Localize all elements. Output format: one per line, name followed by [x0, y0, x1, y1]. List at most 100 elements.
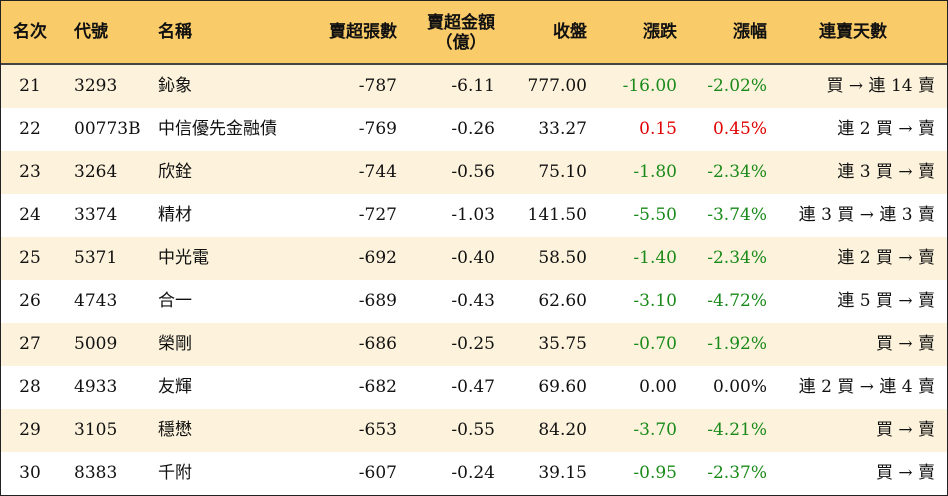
net-sell-lots-cell: -727	[358, 205, 397, 225]
close-cell: 39.15	[538, 463, 587, 483]
change-pct-cell: -4.21%	[707, 420, 767, 440]
header-name: 名稱	[158, 22, 192, 42]
code-cell: 3105	[74, 420, 118, 440]
rank-cell: 28	[19, 377, 41, 397]
streak-cell: 連 2 買 → 賣	[837, 248, 935, 268]
close-cell: 141.50	[527, 205, 587, 225]
name-cell: 中信優先金融債	[158, 119, 277, 139]
net-sell-amount-cell: -1.03	[451, 205, 495, 225]
code-cell: 3264	[74, 162, 118, 182]
change-pct-cell: -2.02%	[707, 76, 767, 96]
code-cell: 3293	[74, 76, 118, 96]
table-header: 名次 代號 名稱 賣超張數 賣超金額 （億） 收盤 漲跌 漲幅 連賣天數	[1, 1, 947, 65]
table-row[interactable]: 21 3293 鈊象 -787 -6.11 777.00 -16.00 -2.02% 買 → 連…	[1, 65, 947, 108]
net-sell-lots-cell: -744	[358, 162, 397, 182]
net-sell-lots-cell: -692	[358, 248, 397, 268]
close-cell: 75.10	[538, 162, 587, 182]
net-sell-lots-cell: -686	[358, 334, 397, 354]
name-cell: 穩懋	[158, 420, 192, 440]
table-row[interactable]: 28 4933 友輝 -682 -0.47 69.60 0.00 0.00% 連 2 買 → 連…	[1, 366, 947, 409]
table-row[interactable]: 23 3264 欣銓 -744 -0.56 75.10 -1.80 -2.34% 連 3 買 →…	[1, 151, 947, 194]
table-row[interactable]: 25 5371 中光電 -692 -0.40 58.50 -1.40 -2.34% 連 2 買 …	[1, 237, 947, 280]
close-cell: 777.00	[527, 76, 587, 96]
table-row[interactable]: 30 8383 千附 -607 -0.24 39.15 -0.95 -2.37% 買 → 賣	[1, 452, 947, 495]
name-cell: 中光電	[158, 248, 209, 268]
header-rank: 名次	[13, 22, 47, 42]
change-pct-cell: -3.74%	[707, 205, 767, 225]
net-sell-amount-cell: -0.55	[451, 420, 495, 440]
table-row[interactable]: 22 00773B 中信優先金融債 -769 -0.26 33.27 0.15 0.45% 連 …	[1, 108, 947, 151]
change-cell: -0.95	[633, 463, 677, 483]
code-cell: 4933	[74, 377, 118, 397]
change-cell: -0.70	[633, 334, 677, 354]
close-cell: 35.75	[538, 334, 587, 354]
rank-cell: 26	[19, 291, 41, 311]
streak-cell: 買 → 賣	[875, 420, 935, 440]
change-pct-cell: -2.37%	[707, 463, 767, 483]
net-sell-amount-cell: -6.11	[451, 76, 495, 96]
close-cell: 62.60	[538, 291, 587, 311]
net-sell-lots-cell: -607	[358, 463, 397, 483]
name-cell: 欣銓	[158, 162, 192, 182]
net-sell-lots-cell: -787	[358, 76, 397, 96]
rank-cell: 29	[19, 420, 41, 440]
table-row[interactable]: 26 4743 合一 -689 -0.43 62.60 -3.10 -4.72% 連 5 買 →…	[1, 280, 947, 323]
close-cell: 58.50	[538, 248, 587, 268]
change-cell: -1.40	[633, 248, 677, 268]
streak-cell: 買 → 連 14 賣	[826, 76, 936, 96]
change-cell: -1.80	[633, 162, 677, 182]
change-pct-cell: -2.34%	[707, 248, 767, 268]
rank-cell: 25	[19, 248, 41, 268]
change-cell: -5.50	[633, 205, 677, 225]
header-change-pct: 漲幅	[733, 22, 767, 42]
close-cell: 84.20	[538, 420, 587, 440]
net-sell-amount-cell: -0.47	[451, 377, 495, 397]
net-sell-lots-cell: -769	[358, 119, 397, 139]
header-streak: 連賣天數	[819, 22, 887, 42]
code-cell: 5371	[74, 248, 118, 268]
net-sell-amount-cell: -0.25	[451, 334, 495, 354]
name-cell: 精材	[158, 205, 192, 225]
streak-cell: 連 3 買 → 連 3 賣	[798, 205, 935, 225]
code-cell: 8383	[74, 463, 118, 483]
net-sell-lots-cell: -653	[358, 420, 397, 440]
change-pct-cell: 0.00%	[712, 377, 767, 397]
header-change: 漲跌	[643, 22, 677, 42]
name-cell: 鈊象	[158, 76, 192, 96]
net-sell-amount-cell: -0.24	[451, 463, 495, 483]
streak-cell: 連 3 買 → 賣	[837, 162, 935, 182]
name-cell: 榮剛	[158, 334, 192, 354]
change-cell: -3.70	[633, 420, 677, 440]
change-cell: 0.15	[639, 119, 677, 139]
net-sell-amount-cell: -0.56	[451, 162, 495, 182]
streak-cell: 連 5 買 → 賣	[837, 291, 935, 311]
rank-cell: 23	[19, 162, 41, 182]
table-row[interactable]: 27 5009 榮剛 -686 -0.25 35.75 -0.70 -1.92% 買 → 賣	[1, 323, 947, 366]
net-sell-lots-cell: -689	[358, 291, 397, 311]
net-sell-lots-cell: -682	[358, 377, 397, 397]
rank-cell: 30	[19, 463, 41, 483]
header-code: 代號	[74, 22, 108, 42]
net-sell-amount-cell: -0.43	[451, 291, 495, 311]
code-cell: 4743	[74, 291, 118, 311]
change-pct-cell: 0.45%	[712, 119, 767, 139]
name-cell: 友輝	[158, 377, 192, 397]
change-pct-cell: -4.72%	[707, 291, 767, 311]
table-row[interactable]: 29 3105 穩懋 -653 -0.55 84.20 -3.70 -4.21% 買 → 賣	[1, 409, 947, 452]
streak-cell: 連 2 買 → 連 4 賣	[798, 377, 935, 397]
rank-cell: 27	[19, 334, 41, 354]
change-pct-cell: -2.34%	[707, 162, 767, 182]
table-row[interactable]: 24 3374 精材 -727 -1.03 141.50 -5.50 -3.74% 連 3 買 …	[1, 194, 947, 237]
code-cell: 00773B	[74, 119, 141, 139]
header-net-sell-lots: 賣超張數	[329, 22, 397, 42]
streak-cell: 連 2 買 → 賣	[837, 119, 935, 139]
header-net-sell-amount-label: 賣超金額	[427, 12, 495, 33]
header-net-sell-amount: 賣超金額 （億）	[401, 1, 495, 63]
close-cell: 69.60	[538, 377, 587, 397]
change-pct-cell: -1.92%	[707, 334, 767, 354]
header-net-sell-amount-unit: （億）	[435, 32, 487, 53]
rank-cell: 22	[19, 119, 41, 139]
streak-cell: 買 → 賣	[875, 463, 935, 483]
rank-cell: 21	[19, 76, 41, 96]
